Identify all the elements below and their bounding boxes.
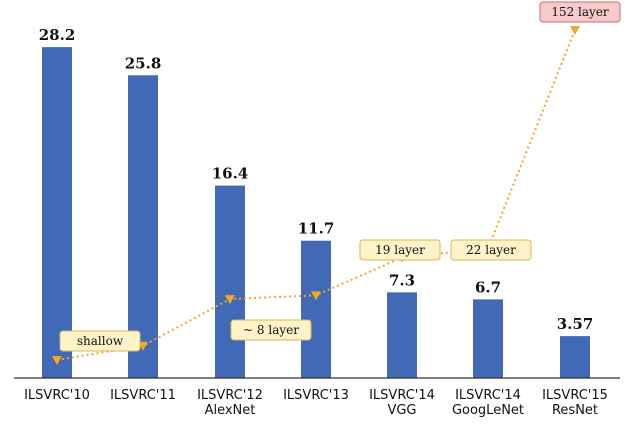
category-label-1-0: ILSVRC'11 — [110, 388, 176, 403]
category-label-2-1: AlexNet — [205, 403, 256, 418]
depth-marker-2 — [225, 295, 235, 305]
bar-5 — [473, 299, 503, 378]
category-label-4-0: ILSVRC'14 — [369, 388, 435, 403]
depth-marker-6 — [570, 26, 580, 35]
category-label-3-0: ILSVRC'13 — [283, 388, 349, 403]
depth-marker-0 — [52, 356, 62, 365]
value-label-5: 6.7 — [475, 278, 501, 296]
category-label-6-1: ResNet — [552, 403, 598, 418]
value-label-6: 3.57 — [557, 315, 594, 333]
annotation-label-2: 19 layer — [375, 243, 425, 257]
value-label-2: 16.4 — [212, 165, 249, 183]
bar-1 — [128, 75, 158, 378]
bar-3 — [301, 240, 331, 378]
category-label-2-0: ILSVRC'12 — [197, 388, 263, 403]
bar-6 — [560, 336, 590, 378]
value-label-4: 7.3 — [389, 271, 415, 289]
value-label-0: 28.2 — [39, 26, 76, 44]
bar-2 — [215, 185, 245, 378]
annotation-box-1 — [230, 319, 312, 341]
category-label-5-0: ILSVRC'14 — [455, 388, 521, 403]
category-label-6-0: ILSVRC'15 — [542, 388, 608, 403]
annotation-label-0: shallow — [77, 334, 124, 348]
annotation-box-2 — [359, 239, 441, 261]
annotation-label-4: 152 layer — [551, 5, 609, 19]
annotation-label-1: ~ 8 layer — [243, 323, 299, 337]
annotation-box-0 — [59, 330, 141, 352]
value-label-3: 11.7 — [298, 220, 335, 238]
bar-4 — [387, 292, 417, 378]
depth-marker-3 — [311, 291, 321, 301]
annotation-label-3: 22 layer — [466, 243, 516, 257]
category-label-5-1: GoogLeNet — [452, 403, 524, 418]
annotation-box-3 — [450, 239, 532, 261]
bar-0 — [42, 47, 72, 379]
category-label-0-0: ILSVRC'10 — [24, 388, 90, 403]
category-label-4-1: VGG — [387, 403, 416, 418]
annotation-box-4 — [539, 1, 621, 23]
value-label-1: 25.8 — [125, 54, 162, 72]
